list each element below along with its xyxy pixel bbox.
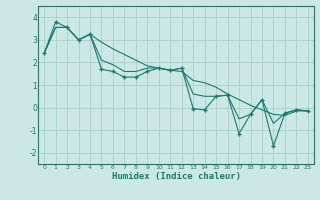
X-axis label: Humidex (Indice chaleur): Humidex (Indice chaleur) [111, 172, 241, 181]
